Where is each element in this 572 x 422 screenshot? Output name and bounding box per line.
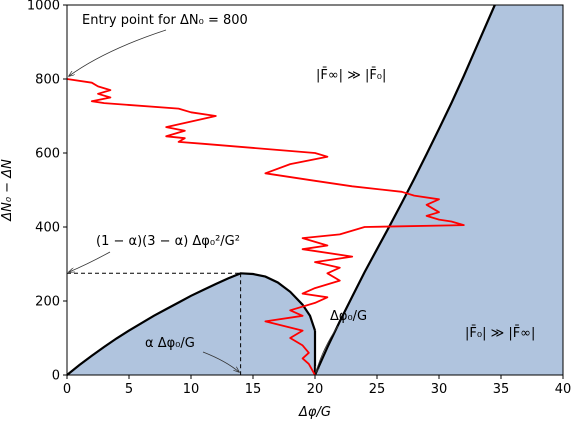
phi-label: Δφ₀/G — [330, 309, 367, 324]
trajectory-group — [66, 78, 465, 376]
region-right-label: |F̄₀| ≫ |F̄∞| — [465, 326, 535, 341]
y-tick-label: 200 — [35, 295, 60, 310]
y-tick-label: 800 — [35, 73, 60, 88]
x-axis-ticks: 0 5 10 15 20 25 30 35 40 — [63, 375, 571, 397]
dome-region — [67, 273, 315, 375]
x-tick-label: 35 — [493, 382, 510, 397]
y-tick-label: 1000 — [27, 0, 60, 14]
dome-boundary-line — [66, 272, 317, 376]
x-tick-label: 10 — [183, 382, 200, 397]
x-tick-label: 25 — [369, 382, 386, 397]
trajectory-line — [66, 78, 465, 376]
entry-point-arrow — [69, 29, 167, 76]
x-tick-label: 5 — [125, 382, 133, 397]
outer-region — [315, 5, 563, 375]
x-tick-label: 15 — [245, 382, 262, 397]
y-axis-ticks: 0 200 400 600 800 1000 — [27, 0, 67, 384]
y-tick-label: 600 — [35, 147, 60, 162]
peak-formula-label: (1 − α)(3 − α) Δφ₀²/G² — [96, 234, 240, 249]
reference-lines — [67, 272, 242, 375]
x-tick-label: 0 — [63, 382, 71, 397]
phi-arrow — [316, 325, 339, 372]
x-tick-label: 30 — [431, 382, 448, 397]
x-axis-label: Δφ/G — [298, 405, 331, 420]
x-tick-label: 20 — [307, 382, 324, 397]
annotations: Entry point for ΔN₀ = 800 |F̄∞| ≫ |F̄₀| … — [69, 13, 535, 372]
entry-point-label: Entry point for ΔN₀ = 800 — [82, 13, 248, 28]
x-tick-label: 40 — [555, 382, 572, 397]
peak-formula-arrow — [69, 251, 111, 272]
outer-boundary-line — [313, 4, 496, 376]
region-fills — [67, 5, 563, 375]
region-top-label: |F̄∞| ≫ |F̄₀| — [316, 68, 386, 83]
y-tick-label: 0 — [52, 369, 60, 384]
y-tick-label: 400 — [35, 221, 60, 236]
alpha-arrow — [202, 351, 239, 372]
y-axis-label: ΔN₀ − ΔN — [0, 159, 15, 222]
alpha-label: α Δφ₀/G — [145, 336, 195, 351]
